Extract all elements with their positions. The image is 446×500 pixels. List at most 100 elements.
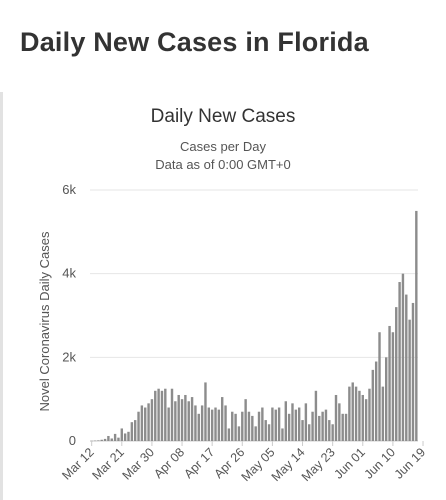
bar [395, 307, 398, 441]
y-tick-label: 0 [69, 433, 76, 448]
bar [234, 413, 237, 441]
bar [398, 282, 401, 441]
y-tick-label: 6k [62, 182, 76, 197]
bar [177, 394, 180, 441]
bar [257, 411, 261, 441]
bar [194, 405, 197, 441]
y-tick-label: 2k [62, 349, 76, 364]
bar [167, 407, 170, 441]
bar [150, 399, 154, 441]
bar [200, 405, 204, 441]
bar [190, 397, 194, 441]
y-axis-label: Novel Coronavirus Daily Cases [37, 231, 52, 411]
bar [120, 428, 123, 441]
bar [304, 403, 308, 441]
bar [123, 433, 127, 441]
bar [144, 407, 147, 441]
bar [160, 390, 164, 441]
bar [210, 409, 214, 442]
bar [197, 413, 200, 441]
left-divider [0, 92, 3, 500]
bar [401, 273, 405, 441]
bar [147, 403, 150, 441]
bar [374, 361, 378, 441]
bar [267, 424, 271, 441]
bar [361, 394, 364, 441]
bar [127, 431, 130, 441]
bar [154, 390, 157, 441]
bar [378, 332, 381, 441]
bar [328, 420, 331, 441]
bar [227, 428, 231, 441]
bar [318, 415, 321, 441]
bar [137, 411, 140, 441]
bar [301, 420, 304, 441]
bar [217, 409, 221, 442]
bar [331, 424, 334, 441]
bar [214, 407, 217, 441]
bar [103, 438, 107, 441]
bar [297, 407, 301, 441]
bar [271, 407, 274, 441]
bar [251, 415, 254, 441]
bar [247, 411, 251, 441]
bar [308, 424, 311, 441]
bar [224, 405, 227, 441]
bar [277, 407, 281, 441]
bars [90, 210, 418, 442]
bar [107, 435, 110, 441]
bar [140, 405, 144, 441]
bar [364, 399, 368, 441]
bar [254, 426, 257, 441]
y-tick-label: 4k [62, 266, 76, 281]
x-tick-label: Mar 21 [90, 445, 127, 482]
bar [244, 399, 247, 441]
chart-title: Daily New Cases [150, 106, 296, 127]
bar [207, 407, 211, 441]
chart-subtitle: Cases per Day [180, 139, 266, 154]
bar [368, 388, 371, 441]
bar [351, 382, 354, 441]
bar [311, 411, 314, 441]
x-tick-label: Apr 08 [151, 445, 187, 481]
bar [130, 422, 134, 441]
bar [110, 438, 113, 441]
bar [371, 369, 375, 441]
x-tick-label: Jun 19 [392, 445, 428, 481]
chart-data-timestamp: Data as of 0:00 GMT+0 [155, 157, 291, 172]
bar [241, 411, 244, 441]
x-tick-label: Mar 30 [120, 445, 157, 482]
bar [358, 390, 361, 441]
bar [284, 401, 287, 441]
bar [294, 409, 298, 442]
bar [341, 413, 344, 441]
x-tick-label: Mar 12 [59, 445, 96, 482]
y-axis-ticks: 0 2k 4k 6k [62, 182, 76, 448]
bar [381, 386, 385, 441]
bar [221, 397, 224, 441]
bar [97, 440, 100, 441]
bar [184, 394, 187, 441]
bar [117, 437, 120, 441]
bar [261, 407, 264, 441]
bar [338, 403, 341, 441]
bar [264, 420, 267, 441]
bar [348, 386, 351, 441]
bar [344, 413, 348, 441]
x-tick-label: Jun 01 [331, 445, 367, 481]
bar [324, 409, 328, 442]
bar [113, 433, 117, 441]
bar [391, 332, 395, 441]
bar [408, 319, 411, 441]
bar [321, 411, 324, 441]
bar [100, 439, 103, 441]
page-title: Daily New Cases in Florida [20, 27, 369, 57]
bar [274, 409, 277, 442]
bar [164, 388, 167, 441]
bar [187, 401, 190, 441]
x-tick-label: May 23 [299, 445, 338, 484]
bar [93, 440, 97, 442]
bar [314, 390, 318, 441]
bar [174, 401, 177, 441]
